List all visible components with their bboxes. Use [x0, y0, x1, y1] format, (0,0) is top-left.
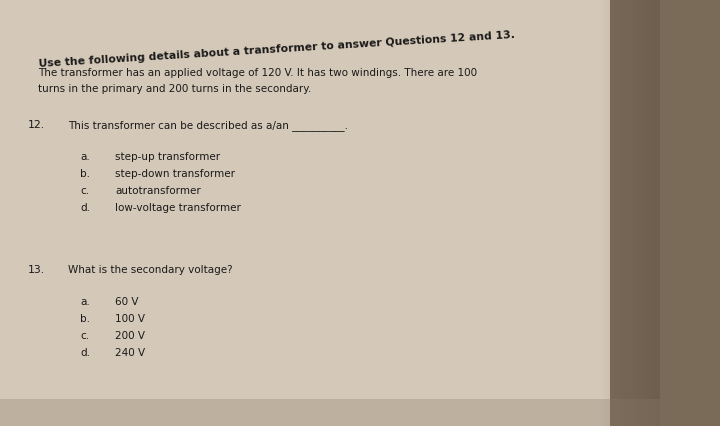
- Bar: [643, 0, 644, 426]
- Bar: [650, 0, 651, 426]
- Bar: [658, 0, 659, 426]
- Bar: [652, 0, 653, 426]
- Bar: [608, 0, 609, 426]
- Bar: [645, 0, 646, 426]
- Bar: [620, 0, 621, 426]
- Bar: [611, 0, 612, 426]
- Bar: [631, 0, 632, 426]
- Bar: [613, 0, 614, 426]
- Bar: [625, 0, 626, 426]
- Text: What is the secondary voltage?: What is the secondary voltage?: [68, 265, 233, 274]
- Text: low-voltage transformer: low-voltage transformer: [115, 202, 241, 213]
- Bar: [616, 0, 617, 426]
- Bar: [644, 0, 645, 426]
- Text: This transformer can be described as a/an __________.: This transformer can be described as a/a…: [68, 120, 348, 131]
- Bar: [0, 399, 660, 426]
- Bar: [609, 0, 610, 426]
- Bar: [601, 0, 602, 426]
- Bar: [654, 0, 655, 426]
- Bar: [619, 0, 620, 426]
- Bar: [630, 0, 631, 426]
- Bar: [647, 0, 648, 426]
- Bar: [632, 0, 633, 426]
- Bar: [626, 0, 627, 426]
- Bar: [607, 0, 608, 426]
- Bar: [629, 0, 630, 426]
- Bar: [610, 0, 611, 426]
- Bar: [642, 0, 643, 426]
- Text: 13.: 13.: [28, 265, 45, 274]
- Text: turns in the primary and 200 turns in the secondary.: turns in the primary and 200 turns in th…: [38, 84, 311, 94]
- Bar: [635, 0, 636, 426]
- Bar: [646, 0, 647, 426]
- Bar: [641, 0, 642, 426]
- Bar: [606, 0, 607, 426]
- Text: b.: b.: [80, 313, 90, 323]
- Bar: [659, 0, 660, 426]
- Text: d.: d.: [80, 347, 90, 357]
- Bar: [605, 0, 606, 426]
- Bar: [640, 0, 641, 426]
- Text: autotransformer: autotransformer: [115, 186, 201, 196]
- Bar: [618, 0, 619, 426]
- Bar: [637, 0, 638, 426]
- Bar: [651, 0, 652, 426]
- Bar: [653, 0, 654, 426]
- Bar: [636, 0, 637, 426]
- Bar: [656, 0, 657, 426]
- Bar: [639, 0, 640, 426]
- Bar: [617, 0, 618, 426]
- Text: 60 V: 60 V: [115, 296, 138, 306]
- Bar: [600, 0, 601, 426]
- Text: The transformer has an applied voltage of 120 V. It has two windings. There are : The transformer has an applied voltage o…: [38, 68, 477, 78]
- Text: step-down transformer: step-down transformer: [115, 169, 235, 178]
- Bar: [624, 0, 625, 426]
- Text: step-up transformer: step-up transformer: [115, 152, 220, 161]
- Bar: [649, 0, 650, 426]
- Bar: [648, 0, 649, 426]
- Text: c.: c.: [80, 186, 89, 196]
- Bar: [628, 0, 629, 426]
- Bar: [657, 0, 658, 426]
- Bar: [615, 0, 616, 426]
- Bar: [614, 0, 615, 426]
- Bar: [633, 0, 634, 426]
- Bar: [602, 0, 603, 426]
- Bar: [603, 0, 604, 426]
- Text: 240 V: 240 V: [115, 347, 145, 357]
- Text: b.: b.: [80, 169, 90, 178]
- Bar: [655, 0, 656, 426]
- Bar: [622, 0, 623, 426]
- Text: a.: a.: [80, 296, 90, 306]
- Bar: [610, 0, 720, 426]
- Bar: [623, 0, 624, 426]
- Bar: [621, 0, 622, 426]
- Bar: [634, 0, 635, 426]
- Text: Use the following details about a transformer to answer Questions 12 and 13.: Use the following details about a transf…: [38, 30, 515, 69]
- Bar: [612, 0, 613, 426]
- Bar: [627, 0, 628, 426]
- Bar: [604, 0, 605, 426]
- Text: a.: a.: [80, 152, 90, 161]
- Text: 12.: 12.: [28, 120, 45, 130]
- Text: d.: d.: [80, 202, 90, 213]
- Text: 100 V: 100 V: [115, 313, 145, 323]
- Text: 200 V: 200 V: [115, 330, 145, 340]
- Bar: [638, 0, 639, 426]
- Text: c.: c.: [80, 330, 89, 340]
